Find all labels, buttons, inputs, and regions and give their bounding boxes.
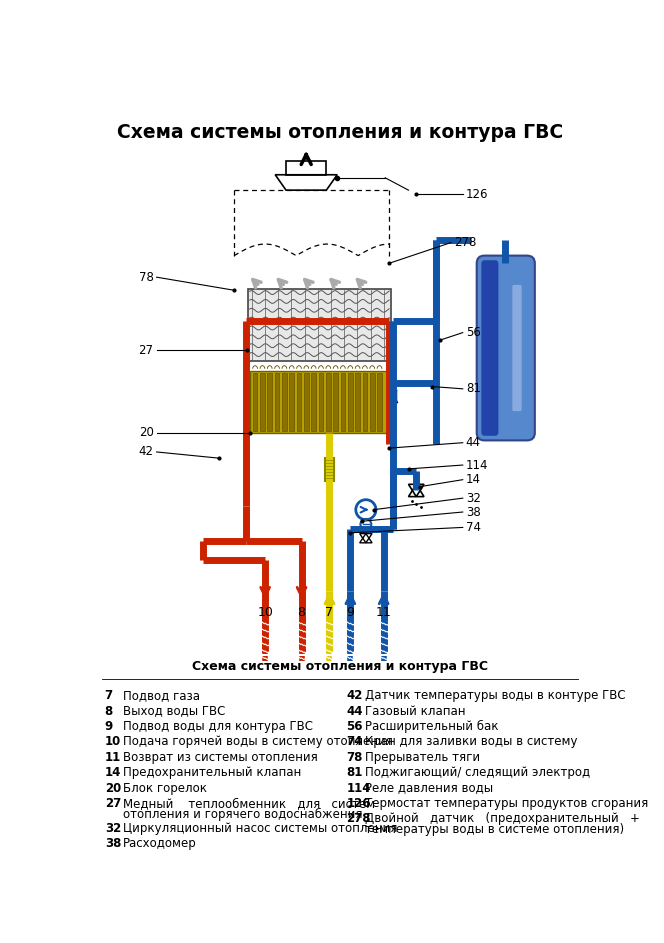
Bar xyxy=(319,372,323,431)
Circle shape xyxy=(361,519,371,530)
Text: Схема системы отопления и контура ГВС: Схема системы отопления и контура ГВС xyxy=(193,659,488,672)
Text: 126: 126 xyxy=(347,797,371,810)
Bar xyxy=(355,372,360,431)
Text: температуры воды в системе отопления): температуры воды в системе отопления) xyxy=(365,823,624,836)
Text: 56: 56 xyxy=(466,326,481,339)
Text: Подвод газа: Подвод газа xyxy=(124,689,201,703)
Text: 14: 14 xyxy=(105,766,121,779)
Text: 74: 74 xyxy=(347,736,363,749)
Text: 42: 42 xyxy=(139,445,153,458)
Bar xyxy=(253,372,258,431)
Bar xyxy=(297,372,301,431)
Text: Блок горелок: Блок горелок xyxy=(124,782,207,795)
Text: 9: 9 xyxy=(105,720,113,733)
Bar xyxy=(326,372,331,431)
Text: 27: 27 xyxy=(105,797,121,810)
Text: 11: 11 xyxy=(376,606,392,620)
Text: 278: 278 xyxy=(347,812,371,825)
Text: 20: 20 xyxy=(105,782,121,795)
Bar xyxy=(275,372,280,431)
Bar xyxy=(363,372,367,431)
Text: 114: 114 xyxy=(347,782,371,795)
Text: 10: 10 xyxy=(105,736,121,749)
Bar xyxy=(325,458,334,481)
Text: Датчик температуры воды в контуре ГВС: Датчик температуры воды в контуре ГВС xyxy=(365,689,625,703)
Text: 278: 278 xyxy=(454,236,477,249)
Text: 56: 56 xyxy=(347,720,363,733)
Text: 9: 9 xyxy=(347,606,355,620)
FancyBboxPatch shape xyxy=(513,285,522,411)
Text: 27: 27 xyxy=(139,344,153,356)
Text: 38: 38 xyxy=(105,837,121,850)
Text: 44: 44 xyxy=(466,437,481,449)
Text: Схема системы отопления и контура ГВС: Схема системы отопления и контура ГВС xyxy=(117,123,564,141)
Text: Газовый клапан: Газовый клапан xyxy=(365,704,465,718)
Bar xyxy=(348,372,353,431)
Text: Прерыватель тяги: Прерыватель тяги xyxy=(365,751,480,764)
Text: Медный    теплообменник   для   систем: Медный теплообменник для систем xyxy=(124,797,375,810)
Text: Выход воды ГВС: Выход воды ГВС xyxy=(124,704,226,718)
Text: 74: 74 xyxy=(466,521,481,534)
Text: Кран для заливки воды в систему: Кран для заливки воды в систему xyxy=(365,736,578,749)
Text: 81: 81 xyxy=(466,382,481,395)
Text: 8: 8 xyxy=(105,704,113,718)
Bar xyxy=(311,372,316,431)
Text: Подвод воды для контура ГВС: Подвод воды для контура ГВС xyxy=(124,720,313,733)
FancyBboxPatch shape xyxy=(477,256,535,440)
Bar xyxy=(341,372,345,431)
Text: 11: 11 xyxy=(105,751,121,764)
Text: 78: 78 xyxy=(347,751,363,764)
Text: Термостат температуры продуктов сгорания: Термостат температуры продуктов сгорания xyxy=(365,797,648,810)
Circle shape xyxy=(356,500,376,520)
Text: 78: 78 xyxy=(139,271,153,284)
Bar xyxy=(248,289,390,361)
Bar xyxy=(304,372,309,431)
Text: 10: 10 xyxy=(257,606,273,620)
Text: Поджигающий/ следящий электрод: Поджигающий/ следящий электрод xyxy=(365,766,590,779)
Text: Расширительный бак: Расширительный бак xyxy=(365,720,499,733)
Text: Двойной   датчик   (предохранительный   +: Двойной датчик (предохранительный + xyxy=(365,812,640,825)
Bar xyxy=(377,372,382,431)
Bar xyxy=(333,372,338,431)
Text: Возврат из системы отопления: Возврат из системы отопления xyxy=(124,751,318,764)
Text: Циркуляционный насос системы отопления: Циркуляционный насос системы отопления xyxy=(124,821,398,835)
Text: 81: 81 xyxy=(347,766,363,779)
Text: 32: 32 xyxy=(105,821,121,835)
Text: 38: 38 xyxy=(466,505,481,519)
FancyBboxPatch shape xyxy=(481,260,499,436)
Text: 7: 7 xyxy=(105,689,113,703)
Bar xyxy=(260,372,265,431)
Bar xyxy=(268,372,272,431)
Text: 42: 42 xyxy=(347,689,363,703)
Text: отопления и горячего водоснабжения: отопления и горячего водоснабжения xyxy=(124,808,363,820)
Text: Предохранительный клапан: Предохранительный клапан xyxy=(124,766,301,779)
Bar xyxy=(290,372,294,431)
Text: 7: 7 xyxy=(325,606,333,620)
Text: 44: 44 xyxy=(347,704,363,718)
Text: 20: 20 xyxy=(139,426,153,439)
Text: 8: 8 xyxy=(297,606,305,620)
Text: 14: 14 xyxy=(466,473,481,487)
Text: 126: 126 xyxy=(466,188,488,201)
Text: 32: 32 xyxy=(466,491,481,505)
Text: Расходомер: Расходомер xyxy=(124,837,197,850)
Text: 114: 114 xyxy=(466,458,488,472)
Text: Подача горячей воды в систему отопления: Подача горячей воды в систему отопления xyxy=(124,736,393,749)
Bar xyxy=(370,372,374,431)
Bar xyxy=(250,372,387,433)
Text: Реле давления воды: Реле давления воды xyxy=(365,782,493,795)
Bar xyxy=(282,372,287,431)
